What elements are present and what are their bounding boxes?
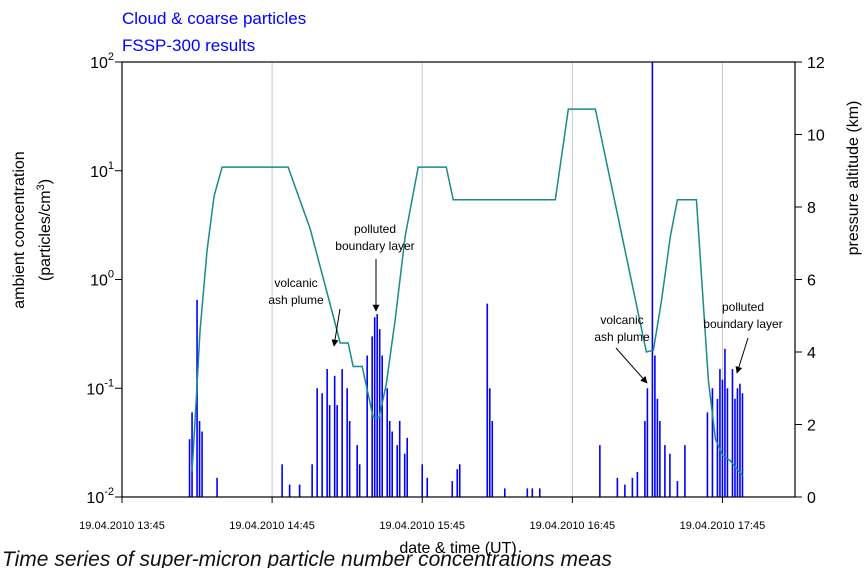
annotation-text: volcanic bbox=[600, 313, 643, 327]
y-tick-label-base: 10 bbox=[90, 164, 108, 181]
axes: 19.04.2010 13:45 19.04.2010 14:45 19.04.20… bbox=[79, 51, 825, 532]
plot-area bbox=[188, 62, 744, 497]
y2-tick-label: 8 bbox=[807, 200, 816, 217]
annotation-text: boundary layer bbox=[703, 317, 782, 331]
x-tick-label: 19.04.2010 14:45 bbox=[229, 520, 315, 532]
y-tick-label-exponent: -2 bbox=[104, 486, 114, 498]
annotation-arrow bbox=[615, 347, 648, 384]
y2-tick-label: 0 bbox=[807, 490, 816, 507]
altitude-line bbox=[191, 108, 744, 476]
annotations: volcanic ash plume polluted boundary layer v… bbox=[268, 222, 783, 384]
y2-tick-label: 2 bbox=[807, 418, 816, 435]
annotation-text: boundary layer bbox=[335, 239, 414, 253]
y-tick-label-base: 10 bbox=[90, 273, 108, 290]
y-tick-label-exponent: -1 bbox=[104, 377, 114, 389]
y2-tick-label: 6 bbox=[807, 273, 816, 290]
y-tick-label: 102 bbox=[90, 51, 114, 72]
chart-title: Cloud & coarse particles bbox=[122, 9, 306, 28]
annotation-text: volcanic bbox=[274, 276, 317, 290]
grid bbox=[121, 62, 723, 497]
y-tick-label: 101 bbox=[90, 160, 114, 181]
y-tick-label: 100 bbox=[90, 269, 114, 290]
annotation-text: polluted bbox=[354, 222, 396, 236]
y-tick-label-exponent: 1 bbox=[108, 160, 114, 172]
annotation-arrow bbox=[735, 337, 749, 374]
y2-tick-label: 10 bbox=[807, 128, 825, 145]
annotation-text: ash plume bbox=[268, 293, 324, 307]
y-tick-label: 10-2 bbox=[86, 486, 114, 507]
y2-tick-label: 4 bbox=[807, 345, 816, 362]
y-tick-label-exponent: 2 bbox=[108, 51, 114, 63]
x-axis-label: date & time (UT) bbox=[399, 540, 516, 557]
annotation-text: ash plume bbox=[594, 330, 650, 344]
annotation-arrow bbox=[331, 308, 341, 347]
y-axis-label: (particles/cm3) bbox=[35, 179, 54, 281]
annotation-text: polluted bbox=[722, 300, 764, 314]
y-axis-label-superscript: 3 bbox=[35, 184, 47, 190]
x-tick-label: 19.04.2010 15:45 bbox=[379, 520, 465, 532]
y-axis-label: ambient concentration bbox=[11, 151, 28, 308]
y-tick-label: 10-1 bbox=[86, 377, 114, 398]
x-tick-label: 19.04.2010 13:45 bbox=[79, 520, 165, 532]
y-axis-label-text: (particles/cm bbox=[37, 190, 54, 281]
y-axis-label-text: ) bbox=[37, 179, 54, 184]
y-tick-label-base: 10 bbox=[86, 490, 104, 507]
y-tick-label-base: 10 bbox=[90, 55, 108, 72]
y2-tick-label: 12 bbox=[807, 55, 825, 72]
y-tick-label-exponent: 0 bbox=[108, 269, 114, 281]
y-tick-label-base: 10 bbox=[86, 381, 104, 398]
caption: Time series of super-micron particle num… bbox=[2, 548, 612, 568]
x-tick-label: 19.04.2010 16:45 bbox=[530, 520, 616, 532]
chart-subtitle: FSSP-300 results bbox=[122, 36, 255, 55]
x-tick-label: 19.04.2010 17:45 bbox=[680, 520, 766, 532]
plot-frame bbox=[121, 61, 796, 498]
y2-axis-label: pressure altitude (km) bbox=[845, 101, 862, 256]
